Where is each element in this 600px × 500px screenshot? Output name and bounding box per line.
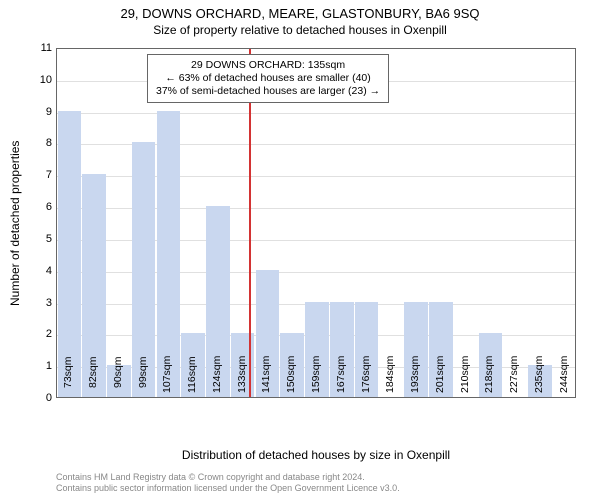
y-tick-label: 1 — [32, 360, 52, 372]
x-tick-label: 210sqm — [459, 356, 471, 402]
y-tick-label: 10 — [32, 74, 52, 86]
footer-line-1: Contains HM Land Registry data © Crown c… — [56, 472, 400, 483]
x-tick-label: 124sqm — [211, 356, 223, 402]
y-tick-label: 9 — [32, 106, 52, 118]
x-tick-label: 159sqm — [310, 356, 322, 402]
x-tick-label: 99sqm — [137, 356, 149, 402]
x-tick-label: 90sqm — [112, 356, 124, 402]
x-tick-label: 244sqm — [558, 356, 570, 402]
x-tick-label: 141sqm — [260, 356, 272, 402]
y-tick-label: 11 — [32, 42, 52, 54]
x-axis-label: Distribution of detached houses by size … — [56, 448, 576, 462]
x-tick-label: 184sqm — [384, 356, 396, 402]
annotation-box: 29 DOWNS ORCHARD: 135sqm← 63% of detache… — [147, 54, 389, 103]
footer-line-2: Contains public sector information licen… — [56, 483, 400, 494]
x-tick-label: 107sqm — [161, 356, 173, 402]
x-tick-label: 201sqm — [434, 356, 446, 402]
x-tick-label: 227sqm — [508, 356, 520, 402]
y-tick-label: 3 — [32, 297, 52, 309]
footer-text: Contains HM Land Registry data © Crown c… — [56, 472, 400, 495]
y-tick-label: 8 — [32, 137, 52, 149]
x-tick-label: 218sqm — [483, 356, 495, 402]
annotation-line-2: ← 63% of detached houses are smaller (40… — [156, 72, 380, 85]
x-tick-label: 150sqm — [285, 356, 297, 402]
chart-container: 29, DOWNS ORCHARD, MEARE, GLASTONBURY, B… — [0, 0, 600, 500]
y-tick-label: 2 — [32, 328, 52, 340]
gridline — [57, 113, 575, 114]
annotation-line-3: 37% of semi-detached houses are larger (… — [156, 85, 380, 98]
bar — [58, 111, 82, 397]
y-tick-label: 0 — [32, 392, 52, 404]
x-tick-label: 193sqm — [409, 356, 421, 402]
plot-area: 29 DOWNS ORCHARD: 135sqm← 63% of detache… — [56, 48, 576, 398]
chart-title: 29, DOWNS ORCHARD, MEARE, GLASTONBURY, B… — [0, 0, 600, 21]
y-tick-label: 7 — [32, 169, 52, 181]
chart-subtitle: Size of property relative to detached ho… — [0, 21, 600, 37]
y-axis-label: Number of detached properties — [8, 48, 22, 398]
y-tick-label: 4 — [32, 265, 52, 277]
x-tick-label: 133sqm — [236, 356, 248, 402]
y-tick-label: 6 — [32, 201, 52, 213]
annotation-line-1: 29 DOWNS ORCHARD: 135sqm — [156, 59, 380, 72]
x-tick-label: 167sqm — [335, 356, 347, 402]
x-tick-label: 73sqm — [62, 356, 74, 402]
x-tick-label: 116sqm — [186, 356, 198, 402]
bar — [157, 111, 181, 397]
x-tick-label: 176sqm — [360, 356, 372, 402]
x-tick-label: 235sqm — [533, 356, 545, 402]
y-tick-label: 5 — [32, 233, 52, 245]
x-tick-label: 82sqm — [87, 356, 99, 402]
